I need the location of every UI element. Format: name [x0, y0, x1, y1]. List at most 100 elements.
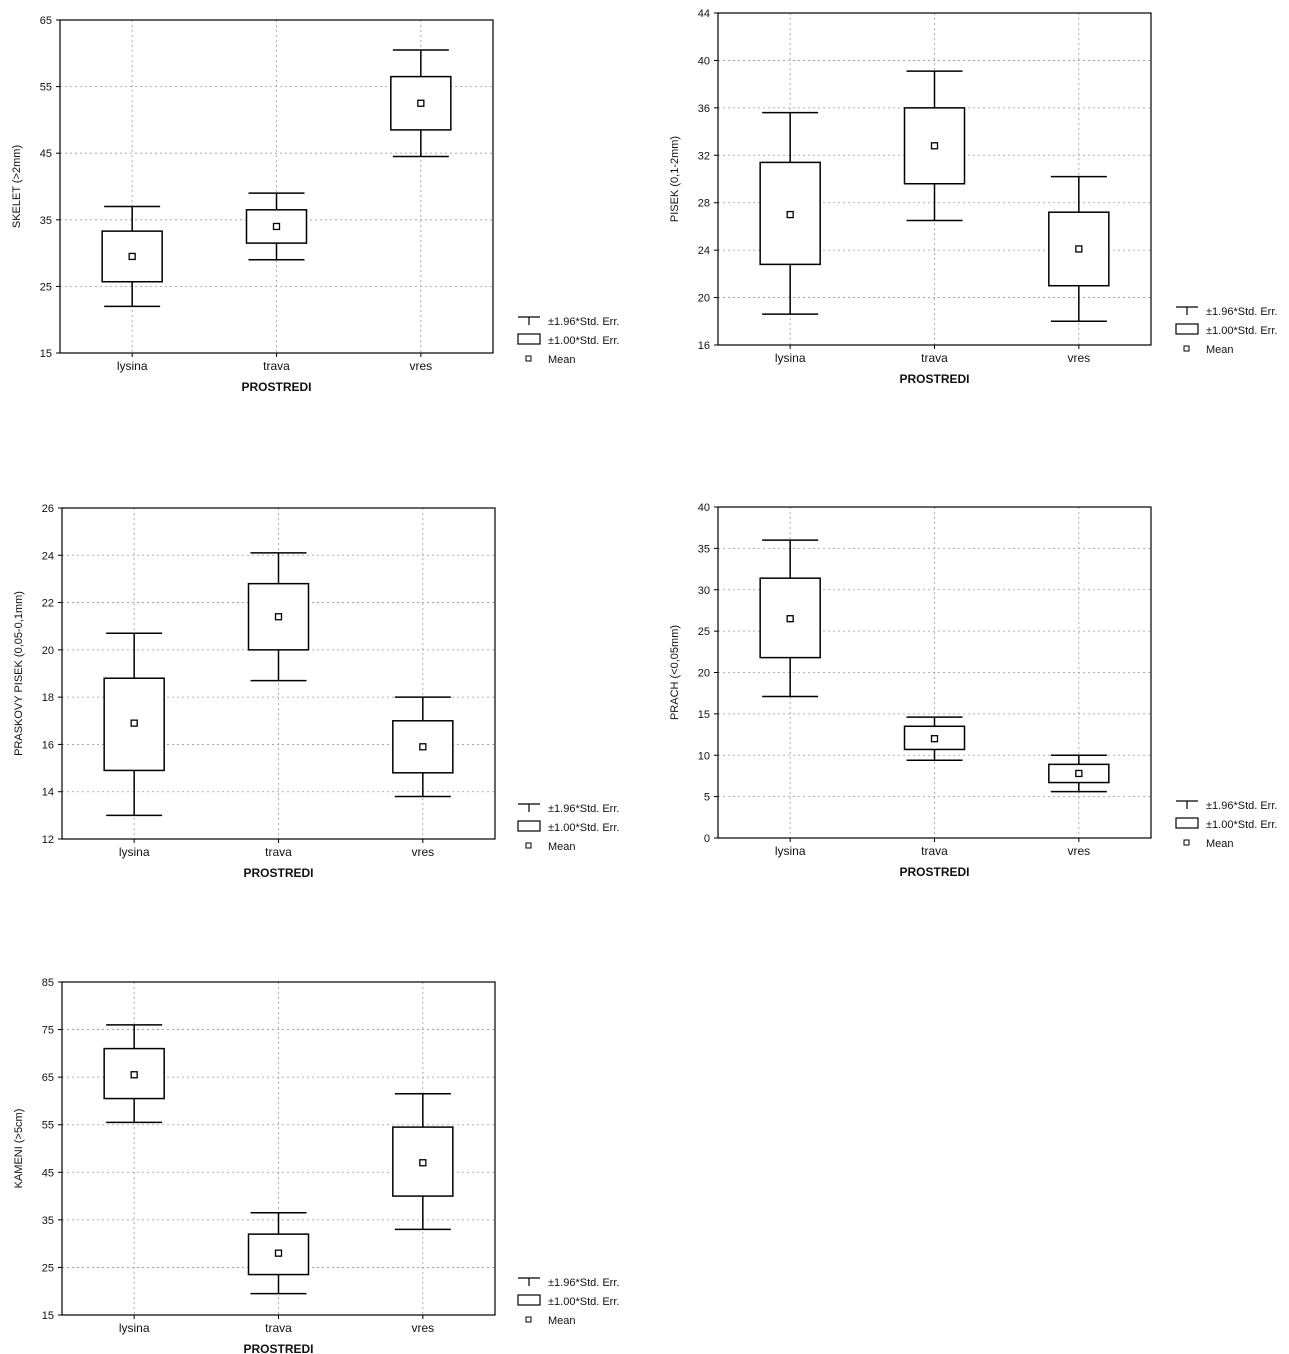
x-category-label: trava [265, 1321, 292, 1335]
y-tick-label: 28 [698, 198, 710, 210]
y-tick-label: 65 [40, 15, 52, 27]
std-err-box [759, 577, 821, 659]
y-tick-label: 40 [698, 502, 710, 514]
legend-label-se: ±1.00*Std. Err. [548, 1296, 619, 1308]
y-tick-label: 35 [698, 543, 710, 555]
y-tick-label: 24 [698, 245, 710, 257]
y-tick-label: 45 [42, 1167, 54, 1179]
x-category-label: trava [921, 844, 948, 858]
legend-box-symbol [517, 1294, 541, 1306]
y-tick-label: 22 [42, 598, 54, 610]
box-vres [392, 696, 454, 798]
legend: ±1.96*Std. Err. ±1.00*Std. Err. Mean [517, 1277, 619, 1327]
legend: ±1.96*Std. Err. ±1.00*Std. Err. Mean [517, 803, 619, 853]
chart-5: 15 25 35 45 55 65 75 85 lysina trava vres PROSTREDI… [13, 977, 619, 1354]
y-tick-label: 45 [40, 148, 52, 160]
x-category-label: trava [265, 845, 292, 859]
legend-label-ci: ±1.96*Std. Err. [1206, 800, 1277, 812]
y-tick-label: 32 [698, 150, 710, 162]
y-tick-label: 15 [698, 709, 710, 721]
y-tick-label: 20 [698, 668, 710, 680]
mean-marker [419, 743, 427, 751]
mean-marker [930, 735, 939, 743]
legend: ±1.96*Std. Err. ±1.00*Std. Err. Mean [517, 316, 619, 366]
y-tick-label: 30 [698, 585, 710, 597]
legend-box-symbol [517, 333, 541, 345]
y-tick-label: 5 [704, 792, 710, 804]
y-tick-label: 35 [42, 1215, 54, 1227]
legend-box-symbol [1175, 817, 1199, 829]
x-category-label: trava [921, 351, 948, 365]
x-category-label: lysina [119, 1321, 150, 1335]
y-tick-label: 25 [40, 281, 52, 293]
x-axis-label: PROSTREDI [243, 1342, 313, 1354]
legend-label-mean: Mean [548, 1315, 576, 1327]
x-axis-label: PROSTREDI [241, 380, 311, 394]
y-tick-label: 0 [704, 833, 710, 845]
x-category-label: vres [411, 1321, 434, 1335]
chart-2: 16 20 24 28 32 36 40 44 lysina trava vres PROSTREDI… [669, 8, 1277, 386]
box-trava [903, 70, 966, 222]
box-vres [1048, 175, 1110, 323]
y-tick-label: 24 [42, 550, 54, 562]
y-tick-label: 36 [698, 103, 710, 115]
y-axis-label: PRASKOVY PISEK (0,05-0,1mm) [13, 591, 25, 756]
y-tick-label: 44 [698, 8, 710, 20]
y-tick-label: 25 [42, 1262, 54, 1274]
x-axis-label: PROSTREDI [899, 372, 969, 386]
mean-marker [274, 1249, 283, 1257]
mean-marker [274, 613, 283, 621]
x-category-label: vres [1067, 844, 1090, 858]
y-tick-label: 15 [42, 1310, 54, 1322]
x-category-label: vres [1067, 351, 1090, 365]
box-vres [392, 1093, 454, 1231]
y-tick-label: 55 [40, 82, 52, 94]
box-trava [903, 716, 966, 761]
y-tick-label: 35 [40, 215, 52, 227]
y-tick-label: 65 [42, 1072, 54, 1084]
y-tick-label: 85 [42, 977, 54, 989]
x-category-label: lysina [775, 844, 806, 858]
y-tick-label: 16 [698, 340, 710, 352]
x-category-label: lysina [119, 845, 150, 859]
legend-label-mean: Mean [1206, 344, 1234, 356]
y-axis-label: KAMENI (>5cm) [13, 1109, 25, 1189]
legend-label-ci: ±1.96*Std. Err. [548, 1277, 619, 1289]
legend-mean-symbol [525, 842, 532, 849]
box-lysina [759, 539, 821, 698]
y-tick-label: 20 [42, 645, 54, 657]
legend-label-mean: Mean [548, 354, 576, 366]
x-category-label: vres [409, 359, 432, 373]
legend: ±1.96*Std. Err. ±1.00*Std. Err. Mean [1175, 800, 1277, 850]
legend-label-se: ±1.00*Std. Err. [1206, 325, 1277, 337]
legend: ±1.96*Std. Err. ±1.00*Std. Err. Mean [1175, 306, 1277, 356]
box-lysina [759, 111, 821, 315]
y-tick-label: 25 [698, 626, 710, 638]
legend-box-symbol [517, 820, 541, 832]
y-axis-label: SKELET (>2mm) [11, 145, 23, 228]
legend-label-mean: Mean [1206, 838, 1234, 850]
chart-1: 15 25 35 45 55 65 lysina trava vres PROSTREDI SKEL… [11, 15, 619, 394]
y-tick-label: 15 [40, 348, 52, 360]
mean-marker [786, 210, 794, 219]
box-trava [247, 1211, 310, 1295]
legend-label-ci: ±1.96*Std. Err. [548, 803, 619, 815]
y-tick-label: 55 [42, 1120, 54, 1132]
y-tick-label: 12 [42, 834, 54, 846]
mean-marker [272, 222, 281, 231]
y-tick-label: 75 [42, 1025, 54, 1037]
legend-mean-symbol [1183, 839, 1190, 846]
x-category-label: lysina [775, 351, 806, 365]
x-category-label: trava [263, 359, 290, 373]
box-vres [1048, 754, 1110, 793]
legend-box-symbol [1175, 323, 1199, 335]
legend-label-se: ±1.00*Std. Err. [1206, 819, 1277, 831]
y-tick-label: 14 [42, 787, 54, 799]
box-lysina [101, 205, 163, 308]
y-tick-label: 16 [42, 739, 54, 751]
legend-mean-symbol [1183, 345, 1190, 352]
legend-label-mean: Mean [548, 841, 576, 853]
x-category-label: vres [411, 845, 434, 859]
chart-4: 0 5 10 15 20 25 30 35 40 lysina trava vres PROSTREDI… [669, 502, 1277, 879]
mean-marker [419, 1159, 427, 1167]
